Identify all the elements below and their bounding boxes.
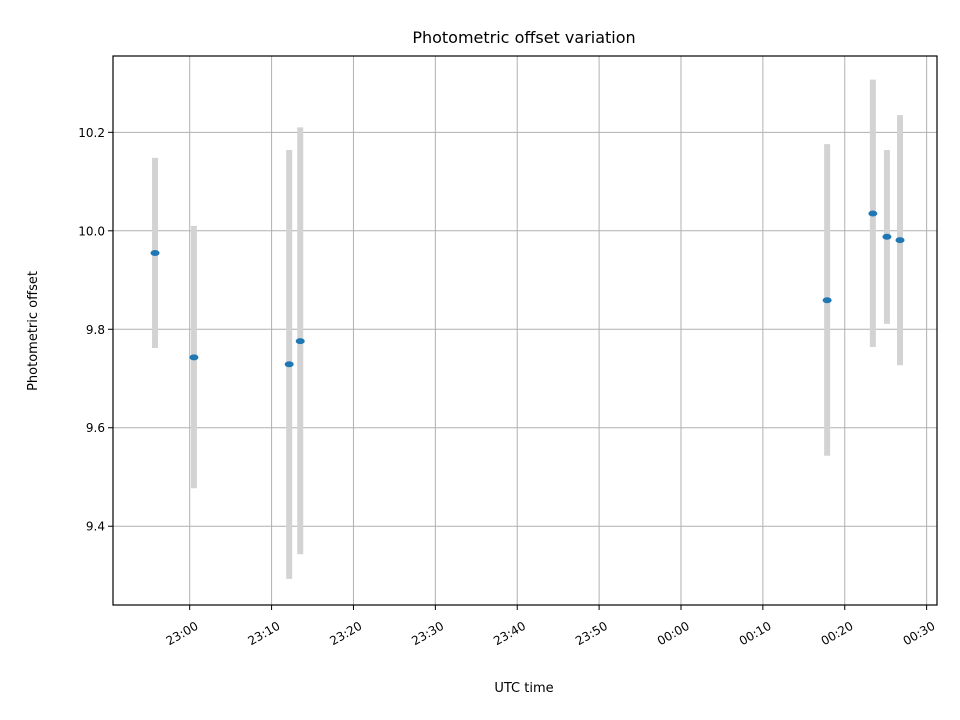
grid — [113, 56, 937, 605]
y-tick-label: 9.4 — [86, 520, 105, 534]
y-tick-label: 10.0 — [78, 224, 105, 238]
data-point — [189, 354, 199, 361]
y-tick-label: 9.6 — [86, 421, 105, 435]
data-point — [868, 210, 878, 217]
x-axis-label: UTC time — [494, 681, 553, 696]
y-axis-label: Photometric offset — [26, 271, 41, 391]
data-point — [295, 338, 305, 345]
data-points — [150, 210, 905, 368]
data-point — [895, 237, 905, 244]
data-point — [822, 297, 832, 304]
y-tick-label: 9.8 — [86, 323, 105, 337]
data-point — [882, 233, 892, 240]
data-point — [284, 361, 294, 368]
y-tick-label: 10.2 — [78, 126, 105, 140]
plot-area-frame — [112, 55, 938, 606]
chart-title: Photometric offset variation — [412, 28, 635, 47]
data-point — [150, 249, 160, 256]
y-axis-ticks: 9.4 9.6 9.8 10.0 10.2 — [78, 126, 113, 534]
